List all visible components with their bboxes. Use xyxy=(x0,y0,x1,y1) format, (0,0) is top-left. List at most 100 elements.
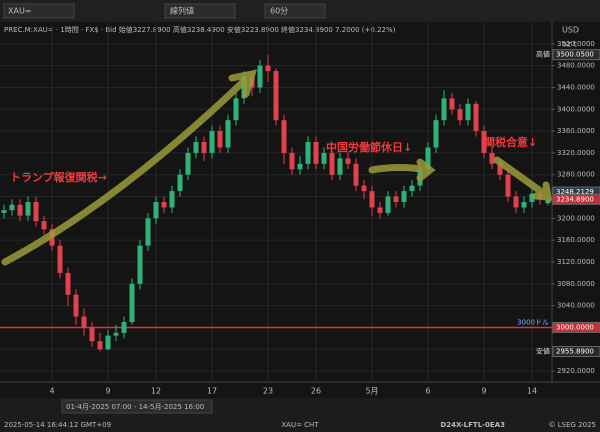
symbol-input[interactable] xyxy=(3,3,75,19)
annotation: トランプ報復関税→ xyxy=(10,170,107,184)
x-tick-label: 12 xyxy=(151,387,161,396)
candle-body xyxy=(25,202,31,216)
x-tick-label: 9 xyxy=(481,387,486,396)
candle-body xyxy=(41,221,47,230)
arrow-head xyxy=(228,69,258,98)
candle-body xyxy=(433,120,439,148)
x-tick-label: 26 xyxy=(311,387,321,396)
y-tick-label: 3200.0000 xyxy=(557,214,595,222)
currency: USD xyxy=(562,26,579,35)
price-tag-label: 3500.0500 xyxy=(556,51,594,59)
range-box[interactable] xyxy=(61,399,213,414)
y-tick-label: 3480.0000 xyxy=(557,62,595,70)
candle-body xyxy=(161,202,167,208)
candle-body xyxy=(353,163,359,186)
interval: 60分 xyxy=(270,7,288,16)
candle-body xyxy=(89,327,95,342)
timestamp: 2025-05-14 16:44:12 GMT+09 xyxy=(4,421,111,429)
candle-body xyxy=(209,131,215,153)
candle-body xyxy=(281,120,287,153)
candle-body xyxy=(361,185,367,192)
candle-body xyxy=(137,245,143,284)
candle-body xyxy=(337,158,343,175)
candle-body xyxy=(217,131,223,148)
x-tick-label: 5月 xyxy=(365,387,378,396)
price-tag xyxy=(552,193,600,205)
y-tick-label: 3080.0000 xyxy=(557,280,595,288)
candle-body xyxy=(33,202,39,222)
y-tick-label: 3160.0000 xyxy=(557,236,595,244)
arrows xyxy=(1,69,553,266)
candle-body xyxy=(113,332,119,336)
arrow xyxy=(1,76,249,266)
candle-body xyxy=(241,76,247,99)
price-tag-prefix: 安値 xyxy=(536,347,550,356)
arrow xyxy=(368,164,432,174)
interval-select[interactable] xyxy=(264,3,326,19)
x-tick-label: 23 xyxy=(263,387,273,396)
candle-body xyxy=(513,196,519,208)
candle-body xyxy=(185,152,191,175)
candle-body xyxy=(105,335,111,350)
candle-body xyxy=(17,204,23,216)
candle-body xyxy=(377,207,383,213)
candle-body xyxy=(409,185,415,192)
candle-body xyxy=(169,191,175,208)
header: PREC.M:XAU= · 1時間 · FX$ · Bid 始値3227.890… xyxy=(4,25,396,34)
candle-body xyxy=(329,152,335,175)
symbol: XAU= xyxy=(8,7,32,16)
candle-body xyxy=(1,210,7,213)
x-tick-label: 17 xyxy=(207,387,217,396)
candle-body xyxy=(9,204,15,211)
y-tick-label: 3440.0000 xyxy=(557,83,595,91)
price-tag xyxy=(552,346,600,358)
candle-body xyxy=(313,142,319,164)
candle-body xyxy=(465,103,471,121)
code: D24X-LFTL-0EA3 xyxy=(440,421,505,429)
candle-body xyxy=(441,98,447,121)
candle-body xyxy=(201,142,207,153)
arrow-head xyxy=(416,158,436,182)
y-tick-label: 2920.0000 xyxy=(557,367,595,375)
candle-body xyxy=(449,98,455,110)
candle-body xyxy=(457,109,463,121)
price-tag-label: 3000.0000 xyxy=(556,323,594,331)
price-tag-prefix: 高値 xyxy=(536,50,550,59)
range: 01-4月-2025 07:00 - 14-5月-2025 16:00 xyxy=(66,403,204,411)
candle-body xyxy=(81,316,87,328)
candle-body xyxy=(273,71,279,121)
chart-style: 線列値 xyxy=(170,6,194,16)
unit: oz t xyxy=(562,40,577,49)
arrow xyxy=(493,156,550,199)
annotation: 中国労働節休日↓ xyxy=(326,140,412,154)
candle-body xyxy=(545,199,551,204)
y-tick-label: 3040.0000 xyxy=(557,302,595,310)
candle-body xyxy=(257,65,263,88)
price-tag-label: 3248.2129 xyxy=(556,188,594,196)
style-select[interactable] xyxy=(164,3,236,19)
candle-body xyxy=(521,202,527,208)
annotation: 関税合意↓ xyxy=(484,135,537,149)
candle-body xyxy=(393,196,399,202)
candle-body xyxy=(497,163,503,175)
x-tick-label: 14 xyxy=(527,387,537,396)
reference-label: 3000ドル xyxy=(517,318,549,326)
candle-body xyxy=(177,174,183,192)
candle-body xyxy=(265,65,271,72)
price-tag-label: 3234.8900 xyxy=(556,195,594,203)
candle-body xyxy=(401,191,407,202)
candle-body xyxy=(321,152,327,164)
price-tag xyxy=(552,49,600,61)
candle-body xyxy=(505,174,511,197)
candle-body xyxy=(481,131,487,153)
copyright: © LSEG 2025 xyxy=(549,421,596,429)
candle-body xyxy=(225,120,231,148)
candle-body xyxy=(57,245,63,273)
y-tick-label: 3400.0000 xyxy=(557,105,595,113)
candle-body xyxy=(529,193,535,202)
x-tick-label: 9 xyxy=(105,387,110,396)
candle-body xyxy=(489,152,495,164)
price-tag xyxy=(552,321,600,333)
